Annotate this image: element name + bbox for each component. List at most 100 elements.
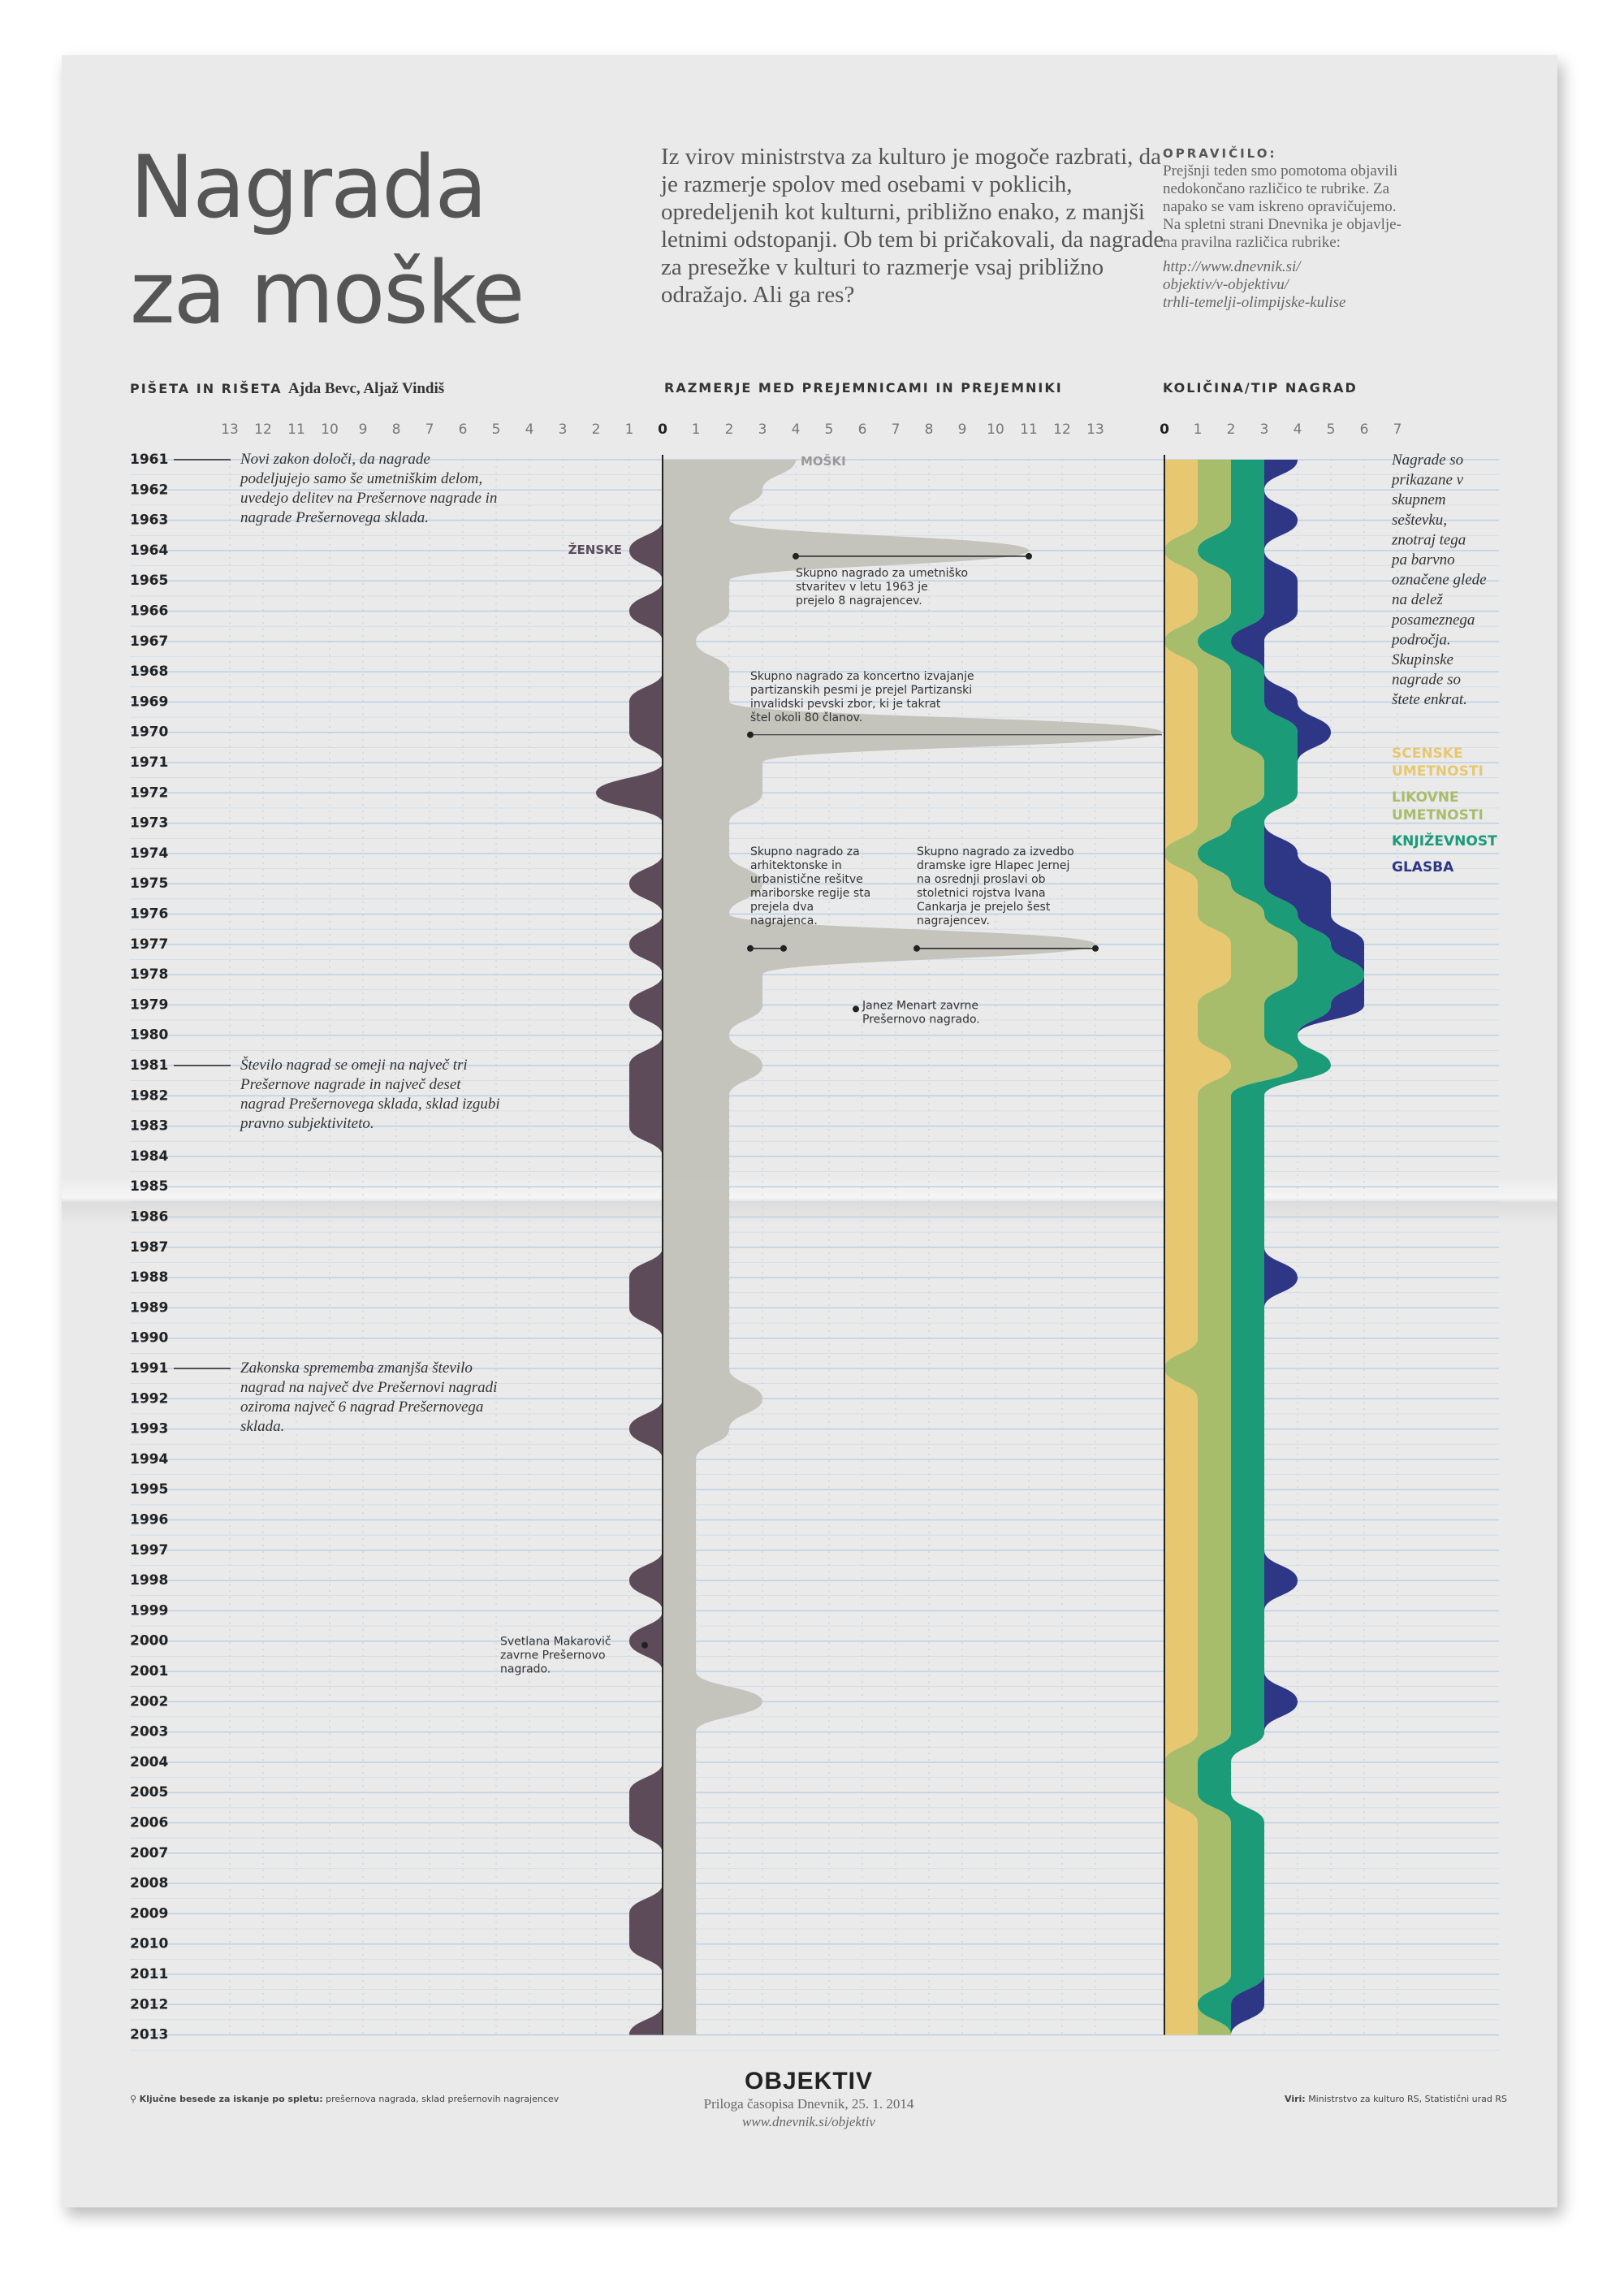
year-label: 1966 — [130, 603, 168, 620]
year-label: 1995 — [130, 1481, 168, 1498]
annotation-line: stoletnici rojstva Ivana — [917, 887, 1046, 900]
annotation-line: nagrado. — [500, 1663, 551, 1676]
tick-label: 5 — [492, 422, 501, 438]
year-label: 1976 — [130, 906, 168, 923]
keywords-text: prešernova nagrada, sklad prešernovih na… — [326, 2094, 559, 2104]
year-label: 1970 — [130, 724, 168, 741]
annotation-dot — [780, 945, 787, 952]
year-label: 2005 — [130, 1784, 168, 1801]
year-label: 2000 — [130, 1633, 168, 1649]
right-note: Nagrade so prikazane v skupnem seštevku, zno… — [1390, 452, 1487, 708]
right-note-line: pa barvno — [1390, 551, 1455, 568]
year-label: 2013 — [130, 2027, 168, 2043]
year-label: 1987 — [130, 1239, 168, 1256]
annotation-line: zavrne Prešernovo — [500, 1649, 606, 1662]
keywords-label: Ključne besede za iskanje po spletu: — [139, 2094, 323, 2104]
year-label: 2001 — [130, 1663, 168, 1680]
year-label: 1977 — [130, 936, 168, 953]
right-note-line: področja. — [1390, 631, 1451, 648]
year-label: 1983 — [130, 1118, 168, 1135]
year-label: 1979 — [130, 996, 168, 1013]
footer-url[interactable]: www.dnevnik.si/objektiv — [742, 2114, 875, 2129]
tick-label: 5 — [825, 422, 834, 438]
legend-0: SCENSKE — [1392, 746, 1463, 762]
legend-0: UMETNOSTI — [1392, 763, 1484, 780]
note-line: Novi zakon določi, da nagrade — [240, 451, 430, 468]
year-label: 1984 — [130, 1148, 168, 1165]
year-label: 1998 — [130, 1572, 168, 1589]
note-line: pravno subjektiviteto. — [239, 1115, 374, 1132]
year-label: 2003 — [130, 1724, 168, 1740]
legend-1: UMETNOSTI — [1392, 807, 1484, 824]
year-label: 1973 — [130, 815, 168, 832]
year-label: 1965 — [130, 573, 168, 589]
note-1981: Število nagrad se omeji na največ tri Pre… — [239, 1056, 500, 1132]
chart-svg: 1961196219631964196519661967196819691970… — [130, 422, 1499, 2051]
footer-logo: OBJEKTIV — [744, 2068, 874, 2095]
annotation-line: nagrajenca. — [750, 914, 818, 927]
credits: PIŠETA IN RIŠETA Ajda Bevc, Aljaž Vindiš — [130, 380, 444, 398]
tick-label: 0 — [1160, 422, 1169, 438]
year-label: 2011 — [130, 1966, 168, 1982]
title-line-1: Nagrada — [130, 137, 487, 237]
newspaper-page: Nagrada za moške Iz virov ministrstva za… — [62, 55, 1557, 2207]
note-1991: Zakonska sprememba zmanjša število nagrad… — [240, 1360, 497, 1435]
annotation-dot — [914, 945, 920, 952]
tick-label: 13 — [221, 422, 239, 438]
year-label: 1981 — [130, 1057, 168, 1074]
count-section-label: KOLIČINA/TIP NAGRAD — [1163, 380, 1358, 396]
year-label: 1991 — [130, 1360, 168, 1377]
right-note-line: označene glede — [1392, 572, 1487, 589]
note-line: Število nagrad se omeji na največ tri — [240, 1056, 468, 1074]
correction-link-line-1[interactable]: http://www.dnevnik.si/ — [1163, 258, 1301, 275]
note-line: Prešernove nagrade in največ deset — [240, 1076, 461, 1093]
tick-label: 11 — [1020, 422, 1038, 438]
year-label: 1992 — [130, 1390, 168, 1407]
annotation-line: mariborske regije sta — [750, 887, 870, 900]
footer-keywords: ⚲ Ključne besede za iskanje po spletu: p… — [130, 2094, 559, 2104]
annotation-line: invalidski pevski zbor, ki je takrat — [750, 698, 941, 711]
right-note-line: prikazane v — [1390, 472, 1464, 489]
year-label: 2006 — [130, 1815, 168, 1831]
tick-label: 7 — [892, 422, 901, 438]
tick-label: 1 — [625, 422, 634, 438]
tick-label: 9 — [958, 422, 967, 438]
footer-subtitle: Priloga časopisa Dnevnik, 25. 1. 2014 — [703, 2096, 914, 2112]
stack-area-scenske-umetnosti — [1164, 460, 1231, 2035]
page-title: Nagrada za moške — [130, 135, 525, 346]
annotation-line: prejelo 8 nagrajencev. — [796, 594, 922, 607]
year-label: 1985 — [130, 1178, 168, 1195]
year-label: 2012 — [130, 1996, 168, 2012]
year-label: 1997 — [130, 1542, 168, 1559]
search-icon: ⚲ — [130, 2094, 137, 2104]
correction-link[interactable]: http://www.dnevnik.si/ objektiv/v-objekt… — [1163, 258, 1406, 312]
year-label: 1990 — [130, 1330, 168, 1347]
year-label: 1968 — [130, 664, 168, 680]
annotation-dot — [641, 1641, 648, 1649]
annotation-line: štel okoli 80 članov. — [750, 711, 862, 724]
correction-link-line-2[interactable]: objektiv/v-objektivu/ — [1163, 276, 1289, 293]
correction-link-line-3[interactable]: trhli-temelji-olimpijske-kulise — [1163, 294, 1346, 311]
sources-label: Viri: — [1285, 2094, 1306, 2104]
annotation-line: stvaritev v letu 1963 je — [796, 581, 928, 594]
tick-label: 1 — [692, 422, 701, 438]
footer-sources: Viri: Ministrstvo za kulturo RS, Statist… — [1285, 2094, 1507, 2104]
year-label: 1980 — [130, 1027, 168, 1044]
tick-label: 2 — [725, 422, 734, 438]
tick-label: 3 — [758, 422, 767, 438]
intro-text: Iz virov ministrstva za kulturo je mogoč… — [661, 144, 1164, 308]
tick-label: 3 — [1260, 422, 1269, 438]
right-note-line: nagrade so — [1392, 672, 1461, 689]
year-label: 2010 — [130, 1936, 168, 1952]
year-label: 1986 — [130, 1209, 168, 1226]
annotation-line: Skupno nagrado za izvedbo — [917, 845, 1074, 858]
annotation-line: na osrednji proslavi ob — [917, 873, 1046, 886]
sources-text: Ministrstvo za kulturo RS, Statistični u… — [1308, 2094, 1508, 2104]
year-label: 1963 — [130, 512, 168, 529]
series-area-moski — [663, 460, 1162, 2035]
annotation-dot — [853, 1005, 859, 1013]
